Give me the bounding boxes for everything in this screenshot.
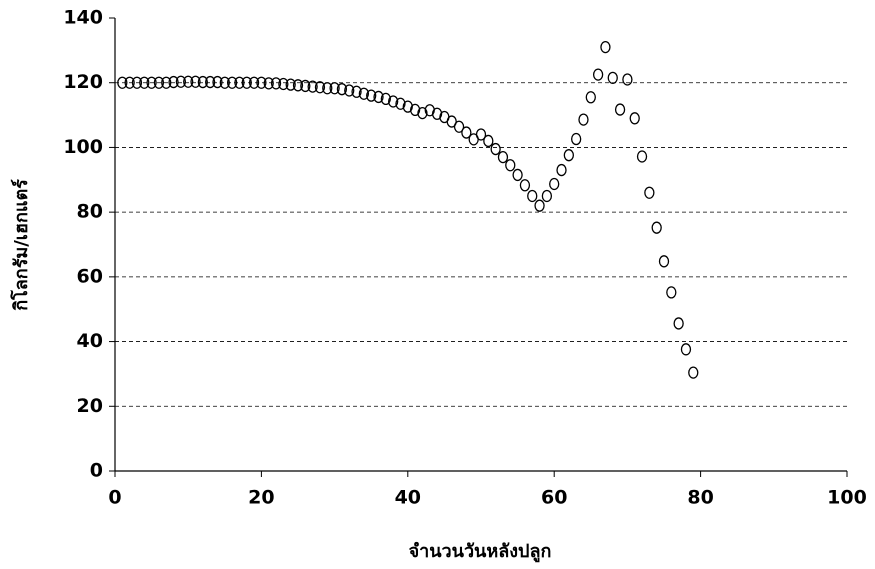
data-point xyxy=(674,318,683,329)
data-point xyxy=(667,287,676,298)
data-point xyxy=(564,150,573,161)
data-point xyxy=(616,104,625,115)
chart: จำนวนวันหลังปลูก กิโลกรัม/เฮกแตร์ 0 20 40 6… xyxy=(0,0,875,569)
data-point xyxy=(594,69,603,80)
x-tick-label: 40 xyxy=(395,487,421,509)
y-tick-label: 20 xyxy=(77,395,103,417)
data-point xyxy=(542,190,551,201)
data-point xyxy=(638,151,647,162)
x-tick-label: 20 xyxy=(248,487,274,509)
y-tick-label: 100 xyxy=(63,136,103,158)
data-point xyxy=(586,92,595,103)
data-point xyxy=(557,165,566,176)
data-point xyxy=(579,114,588,125)
data-point xyxy=(645,187,654,198)
y-tick-label: 120 xyxy=(63,71,103,93)
data-point xyxy=(660,256,669,267)
data-point xyxy=(630,113,639,124)
data-point xyxy=(608,72,617,83)
y-tick-label: 60 xyxy=(77,265,103,287)
y-tick-label: 140 xyxy=(63,7,103,29)
data-point xyxy=(528,190,537,201)
data-point xyxy=(550,178,559,189)
y-axis-title: กิโลกรัม/เฮกแตร์ xyxy=(10,179,32,311)
x-tick-label: 100 xyxy=(827,487,867,509)
data-point xyxy=(601,42,610,53)
data-point xyxy=(535,200,544,211)
data-point xyxy=(498,152,507,163)
x-axis-title: จำนวนวันหลังปลูก xyxy=(409,541,552,563)
x-tick-label: 0 xyxy=(108,487,121,509)
data-point xyxy=(681,344,690,355)
data-point xyxy=(520,180,529,191)
data-point xyxy=(484,135,493,146)
x-tick-label: 60 xyxy=(541,487,567,509)
y-tick-label: 80 xyxy=(77,201,103,223)
y-tick-label: 40 xyxy=(77,330,103,352)
data-point xyxy=(689,367,698,378)
data-point xyxy=(506,160,515,171)
x-tick-label: 80 xyxy=(687,487,713,509)
data-point xyxy=(491,144,500,155)
data-point xyxy=(572,134,581,145)
data-point xyxy=(623,74,632,85)
data-point xyxy=(652,222,661,233)
y-tick-label: 0 xyxy=(90,460,103,482)
data-point xyxy=(513,169,522,180)
